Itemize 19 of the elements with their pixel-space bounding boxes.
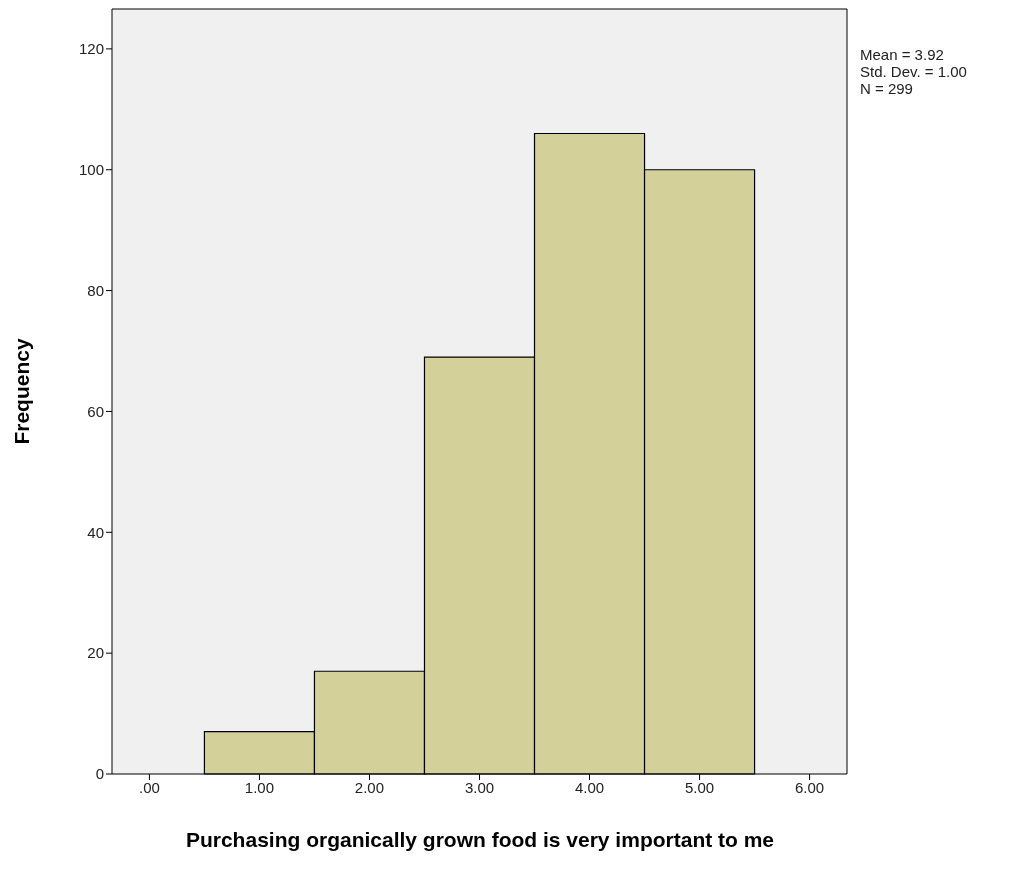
y-tick-label: 20 [87,644,104,662]
x-tick-label: 2.00 [354,778,385,796]
y-tick-label: 80 [87,281,104,299]
x-tick-label: .00 [138,778,160,796]
x-tick-label: 6.00 [794,778,825,796]
y-axis-title: Frequency [10,338,34,445]
text: Mean = 3.92 [860,46,945,63]
y-tick-label: 40 [87,523,104,541]
x-tick-label: 4.00 [574,778,605,796]
y-tick-label: 60 [87,402,104,420]
x-tick-label: 5.00 [684,778,715,796]
y-tick-label: 100 [78,161,104,179]
y-tick-label: 0 [95,765,104,783]
x-axis-title: Purchasing organically grown food is very important to me [184,827,776,853]
x-tick-label: 1.00 [244,778,275,796]
text: Std. Dev. = 1.00 [860,63,967,80]
x-tick-label: 3.00 [464,778,495,796]
y-tick-label: 120 [78,40,104,58]
text: N = 299 [860,80,914,97]
